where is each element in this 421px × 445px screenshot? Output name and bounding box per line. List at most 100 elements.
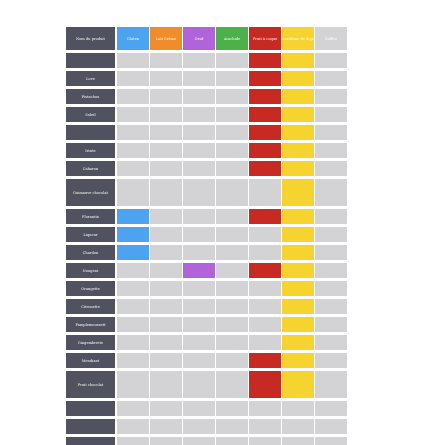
allergen-cell-lait (150, 179, 182, 206)
allergen-cell-gluten (117, 143, 149, 158)
allergen-cell-lait (150, 353, 182, 368)
allergen-cell-gluten (117, 245, 149, 260)
allergen-cell-sulfite (315, 299, 347, 314)
allergen-cell-lait (150, 89, 182, 104)
allergen-cell-arachide (216, 335, 248, 350)
table-row (66, 401, 351, 416)
table-row: Guimauve chocolat (66, 179, 351, 206)
allergen-cell-gluten (117, 419, 149, 434)
allergen-cell-oeuf (183, 299, 215, 314)
allergen-cell-lait (150, 53, 182, 68)
allergen-cell-sulfite (315, 419, 347, 434)
allergen-cell-sulfite (315, 353, 347, 368)
allergen-cell-fruit (249, 353, 281, 368)
allergen-cell-arachide (216, 317, 248, 332)
header-lait-creme: Lait Crème (150, 27, 182, 50)
allergen-cell-sulfite (315, 143, 347, 158)
allergen-cell-lecithine (282, 143, 314, 158)
product-name-cell: Pistachou (66, 89, 115, 104)
allergen-cell-oeuf (183, 371, 215, 398)
allergen-cell-sulfite (315, 317, 347, 332)
allergen-cell-oeuf (183, 107, 215, 122)
allergen-cell-fruit (249, 281, 281, 296)
table-row: Liqueur (66, 227, 351, 242)
allergen-cell-gluten (117, 335, 149, 350)
allergen-cell-lecithine (282, 209, 314, 224)
allergen-cell-fruit (249, 401, 281, 416)
allergen-cell-fruit (249, 299, 281, 314)
allergen-cell-lecithine (282, 437, 314, 445)
allergen-cell-oeuf (183, 245, 215, 260)
product-name-cell: Irisée (66, 143, 115, 158)
allergen-cell-fruit (249, 227, 281, 242)
table-row: Orangette (66, 281, 351, 296)
table-row: Irisée (66, 143, 351, 158)
table-row: Nougeat (66, 263, 351, 278)
allergen-cell-oeuf (183, 209, 215, 224)
allergen-cell-gluten (117, 125, 149, 140)
allergen-cell-lecithine (282, 371, 314, 398)
product-name-cell (66, 53, 115, 68)
allergen-cell-gluten (117, 107, 149, 122)
allergen-cell-arachide (216, 53, 248, 68)
allergen-cell-oeuf (183, 263, 215, 278)
allergen-cell-gluten (117, 437, 149, 445)
allergen-cell-sulfite (315, 245, 347, 260)
allergen-cell-gluten (117, 209, 149, 224)
allergen-cell-fruit (249, 161, 281, 176)
allergen-cell-arachide (216, 143, 248, 158)
allergen-cell-fruit (249, 335, 281, 350)
product-name-cell: Cabaron (66, 161, 115, 176)
allergen-cell-gluten (117, 89, 149, 104)
allergen-cell-sulfite (315, 401, 347, 416)
allergen-cell-sulfite (315, 179, 347, 206)
allergen-cell-lait (150, 281, 182, 296)
allergen-cell-gluten (117, 53, 149, 68)
allergen-cell-oeuf (183, 353, 215, 368)
allergen-cell-arachide (216, 125, 248, 140)
allergen-cell-lecithine (282, 107, 314, 122)
allergen-cell-sulfite (315, 209, 347, 224)
allergen-cell-arachide (216, 299, 248, 314)
table-row: Chardon (66, 245, 351, 260)
product-name-cell: Love (66, 71, 115, 86)
table-row: Love (66, 71, 351, 86)
product-name-cell: Florantin (66, 209, 115, 224)
table-row: Pistachou (66, 89, 351, 104)
product-name-cell: Citronette (66, 299, 115, 314)
allergen-cell-lait (150, 401, 182, 416)
allergen-cell-lait (150, 107, 182, 122)
allergen-cell-gluten (117, 317, 149, 332)
header-product-name: Nom du produit (66, 27, 115, 50)
allergen-cell-lait (150, 299, 182, 314)
allergen-cell-lait (150, 371, 182, 398)
product-name-cell: Orangette (66, 281, 115, 296)
table-row: Pamplemoussett (66, 317, 351, 332)
table-row (66, 419, 351, 434)
allergen-table: Nom du produit Gluten Lait Crème Oeuf Ar… (66, 27, 351, 445)
allergen-cell-lecithine (282, 71, 314, 86)
allergen-cell-fruit (249, 107, 281, 122)
allergen-cell-lait (150, 143, 182, 158)
allergen-cell-arachide (216, 161, 248, 176)
allergen-cell-lecithine (282, 53, 314, 68)
product-name-cell (66, 419, 115, 434)
allergen-cell-sulfite (315, 107, 347, 122)
header-fruit-a-coque: Fruit à coque (249, 27, 281, 50)
header-oeuf: Oeuf (183, 27, 215, 50)
allergen-cell-gluten (117, 281, 149, 296)
allergen-cell-sulfite (315, 71, 347, 86)
allergen-cell-gluten (117, 179, 149, 206)
allergen-cell-fruit (249, 125, 281, 140)
product-name-cell: Fruit chocolat (66, 371, 115, 398)
header-arachide: Arachide (216, 27, 248, 50)
allergen-cell-lecithine (282, 179, 314, 206)
table-row (66, 437, 351, 445)
allergen-cell-arachide (216, 419, 248, 434)
allergen-cell-gluten (117, 263, 149, 278)
product-name-cell (66, 401, 115, 416)
allergen-cell-arachide (216, 179, 248, 206)
allergen-cell-fruit (249, 143, 281, 158)
header-sulfite: Sulfite (315, 27, 347, 50)
table-header: Nom du produit Gluten Lait Crème Oeuf Ar… (66, 27, 351, 50)
